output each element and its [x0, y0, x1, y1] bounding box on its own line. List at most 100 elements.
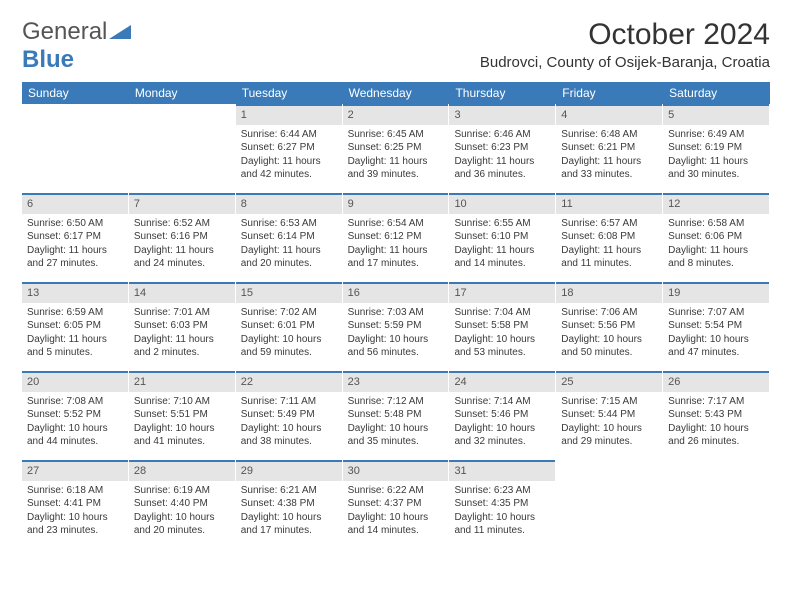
daylight-text: Daylight: 11 hours and 20 minutes. — [241, 244, 337, 271]
day-cell: 16 Sunrise: 7:03 AMSunset: 5:59 PMDayligh… — [343, 282, 450, 370]
sunset-text: Sunset: 5:44 PM — [561, 408, 657, 422]
day-cell: 2Sunrise: 6:45 AMSunset: 6:25 PMDaylight… — [343, 104, 450, 192]
day-number: 11 — [556, 193, 662, 214]
daylight-text: Daylight: 11 hours and 2 minutes. — [134, 333, 230, 360]
day-number: 5 — [663, 104, 769, 125]
day-number: 18 — [556, 282, 662, 303]
day-body: Sunrise: 7:07 AMSunset: 5:54 PMDaylight:… — [663, 303, 769, 366]
sunrise-text: Sunrise: 6:48 AM — [561, 128, 657, 142]
sunset-text: Sunset: 5:46 PM — [454, 408, 550, 422]
daylight-text: Daylight: 10 hours and 32 minutes. — [454, 422, 550, 449]
sunset-text: Sunset: 4:41 PM — [27, 497, 123, 511]
sunset-text: Sunset: 6:17 PM — [27, 230, 123, 244]
sunrise-text: Sunrise: 6:54 AM — [348, 217, 444, 231]
sunset-text: Sunset: 6:10 PM — [454, 230, 550, 244]
day-cell: 29 Sunrise: 6:21 AMSunset: 4:38 PMDayligh… — [236, 460, 343, 548]
day-number: 12 — [663, 193, 769, 214]
day-body: Sunrise: 6:57 AMSunset: 6:08 PMDaylight:… — [556, 214, 662, 277]
daylight-text: Daylight: 10 hours and 59 minutes. — [241, 333, 337, 360]
week-row: 20Sunrise: 7:08 AMSunset: 5:52 PMDayligh… — [22, 371, 770, 460]
daylight-text: Daylight: 10 hours and 17 minutes. — [241, 511, 337, 538]
sunrise-text: Sunrise: 7:07 AM — [668, 306, 764, 320]
day-number: 25 — [556, 371, 662, 392]
day-number: 19 — [663, 282, 769, 303]
sunrise-text: Sunrise: 7:14 AM — [454, 395, 550, 409]
daylight-text: Daylight: 11 hours and 24 minutes. — [134, 244, 230, 271]
sunrise-text: Sunrise: 6:59 AM — [27, 306, 123, 320]
sunset-text: Sunset: 4:40 PM — [134, 497, 230, 511]
sunset-text: Sunset: 5:52 PM — [27, 408, 123, 422]
day-cell: 7Sunrise: 6:52 AMSunset: 6:16 PMDaylight… — [129, 193, 236, 281]
sunrise-text: Sunrise: 7:01 AM — [134, 306, 230, 320]
sunrise-text: Sunrise: 6:23 AM — [454, 484, 550, 498]
daylight-text: Daylight: 11 hours and 36 minutes. — [454, 155, 550, 182]
sunrise-text: Sunrise: 6:21 AM — [241, 484, 337, 498]
day-body: Sunrise: 7:17 AMSunset: 5:43 PMDaylight:… — [663, 392, 769, 455]
day-cell: 21Sunrise: 7:10 AMSunset: 5:51 PMDayligh… — [129, 371, 236, 459]
sunrise-text: Sunrise: 6:52 AM — [134, 217, 230, 231]
day-body: Sunrise: 7:12 AMSunset: 5:48 PMDaylight:… — [343, 392, 449, 455]
day-number: 9 — [343, 193, 449, 214]
day-cell: 6Sunrise: 6:50 AMSunset: 6:17 PMDaylight… — [22, 193, 129, 281]
daylight-text: Daylight: 10 hours and 26 minutes. — [668, 422, 764, 449]
day-body: Sunrise: 6:49 AMSunset: 6:19 PMDaylight:… — [663, 125, 769, 188]
sunrise-text: Sunrise: 7:15 AM — [561, 395, 657, 409]
sunset-text: Sunset: 6:08 PM — [561, 230, 657, 244]
daylight-text: Daylight: 10 hours and 35 minutes. — [348, 422, 444, 449]
sunset-text: Sunset: 6:25 PM — [348, 141, 444, 155]
day-cell: 17Sunrise: 7:04 AMSunset: 5:58 PMDayligh… — [449, 282, 556, 370]
day-body: Sunrise: 6:44 AMSunset: 6:27 PMDaylight:… — [236, 125, 342, 188]
daylight-text: Daylight: 11 hours and 11 minutes. — [561, 244, 657, 271]
day-cell: 30Sunrise: 6:22 AMSunset: 4:37 PMDayligh… — [343, 460, 450, 548]
sunset-text: Sunset: 6:21 PM — [561, 141, 657, 155]
sunset-text: Sunset: 5:58 PM — [454, 319, 550, 333]
sunrise-text: Sunrise: 6:57 AM — [561, 217, 657, 231]
sunrise-text: Sunrise: 6:18 AM — [27, 484, 123, 498]
day-body: Sunrise: 7:15 AMSunset: 5:44 PMDaylight:… — [556, 392, 662, 455]
day-body: Sunrise: 7:06 AMSunset: 5:56 PMDaylight:… — [556, 303, 662, 366]
sunset-text: Sunset: 5:59 PM — [348, 319, 444, 333]
daylight-text: Daylight: 10 hours and 56 minutes. — [348, 333, 444, 360]
day-cell: 28Sunrise: 6:19 AMSunset: 4:40 PMDayligh… — [129, 460, 236, 548]
day-number: 27 — [22, 460, 128, 481]
brand-text: GeneralBlue — [22, 18, 131, 74]
day-number: 29 — [236, 460, 342, 481]
daylight-text: Daylight: 11 hours and 27 minutes. — [27, 244, 123, 271]
sunset-text: Sunset: 6:01 PM — [241, 319, 337, 333]
sunrise-text: Sunrise: 7:03 AM — [348, 306, 444, 320]
day-body: Sunrise: 7:01 AMSunset: 6:03 PMDaylight:… — [129, 303, 235, 366]
day-number: 21 — [129, 371, 235, 392]
day-cell: 27 Sunrise: 6:18 AMSunset: 4:41 PMDayligh… — [22, 460, 129, 548]
day-body: Sunrise: 6:59 AMSunset: 6:05 PMDaylight:… — [22, 303, 128, 366]
sunset-text: Sunset: 4:35 PM — [454, 497, 550, 511]
day-cell: 26Sunrise: 7:17 AMSunset: 5:43 PMDayligh… — [663, 371, 770, 459]
page-header: GeneralBlue October 2024 Budrovci, Count… — [22, 18, 770, 74]
sunset-text: Sunset: 4:38 PM — [241, 497, 337, 511]
daylight-text: Daylight: 11 hours and 39 minutes. — [348, 155, 444, 182]
day-number: 14 — [129, 282, 235, 303]
sunrise-text: Sunrise: 6:53 AM — [241, 217, 337, 231]
day-body: Sunrise: 7:02 AMSunset: 6:01 PMDaylight:… — [236, 303, 342, 366]
daylight-text: Daylight: 11 hours and 8 minutes. — [668, 244, 764, 271]
day-number: 28 — [129, 460, 235, 481]
day-number: 24 — [449, 371, 555, 392]
sunrise-text: Sunrise: 6:22 AM — [348, 484, 444, 498]
week-row: 13Sunrise: 6:59 AMSunset: 6:05 PMDayligh… — [22, 282, 770, 371]
day-number: 16 — [343, 282, 449, 303]
daylight-text: Daylight: 10 hours and 47 minutes. — [668, 333, 764, 360]
daylight-text: Daylight: 10 hours and 20 minutes. — [134, 511, 230, 538]
daylight-text: Daylight: 10 hours and 50 minutes. — [561, 333, 657, 360]
day-body: Sunrise: 6:53 AMSunset: 6:14 PMDaylight:… — [236, 214, 342, 277]
brand-word1: General — [22, 18, 107, 45]
month-title: October 2024 — [480, 18, 770, 52]
sunset-text: Sunset: 6:14 PM — [241, 230, 337, 244]
sunset-text: Sunset: 5:43 PM — [668, 408, 764, 422]
daylight-text: Daylight: 10 hours and 41 minutes. — [134, 422, 230, 449]
sunset-text: Sunset: 5:48 PM — [348, 408, 444, 422]
day-cell: 4Sunrise: 6:48 AMSunset: 6:21 PMDaylight… — [556, 104, 663, 192]
sunset-text: Sunset: 6:06 PM — [668, 230, 764, 244]
daylight-text: Daylight: 10 hours and 11 minutes. — [454, 511, 550, 538]
day-header-sunday: Sunday — [22, 82, 129, 104]
sunset-text: Sunset: 6:19 PM — [668, 141, 764, 155]
daylight-text: Daylight: 10 hours and 23 minutes. — [27, 511, 123, 538]
